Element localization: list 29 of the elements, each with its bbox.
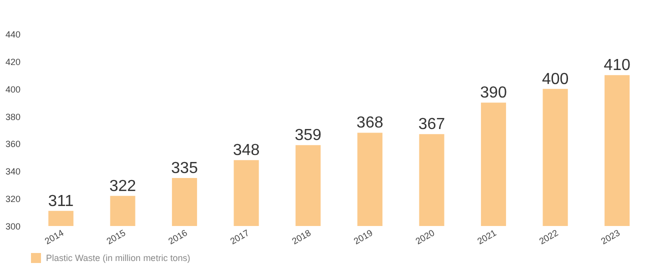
data-label: 348 (232, 142, 260, 160)
x-tick-label: 2019 (352, 228, 374, 246)
x-tick-label: 2015 (104, 228, 128, 246)
data-label: 322 (109, 178, 136, 195)
y-tick-label: 360 (5, 139, 20, 150)
y-tick-label: 340 (5, 166, 20, 177)
data-label: 410 (604, 57, 631, 74)
data-label: 367 (418, 116, 446, 134)
data-label: 368 (356, 114, 384, 132)
x-tick-label: 2017 (228, 228, 251, 246)
x-tick-label: 2018 (290, 228, 313, 246)
y-tick-label: 420 (5, 56, 20, 67)
y-tick-label: 400 (5, 84, 20, 94)
data-label: 311 (48, 192, 74, 210)
legend-label: Plastic Waste (in million metric tons) (46, 253, 190, 263)
y-tick-label: 440 (5, 30, 20, 40)
x-tick-label: 2020 (414, 228, 436, 246)
y-tick-label: 380 (5, 112, 20, 122)
x-tick-label: 2016 (166, 228, 189, 246)
data-label: 335 (171, 160, 198, 177)
data-label: 359 (294, 127, 322, 144)
x-tick-label: 2014 (43, 228, 66, 246)
x-tick-label: 2021 (476, 228, 498, 246)
y-tick-label: 320 (5, 194, 20, 204)
data-label: 400 (542, 70, 569, 88)
x-tick-label: 2022 (537, 228, 560, 246)
x-tick-label: 2023 (599, 228, 622, 246)
y-tick-label: 300 (5, 222, 20, 232)
data-label: 390 (480, 84, 507, 102)
